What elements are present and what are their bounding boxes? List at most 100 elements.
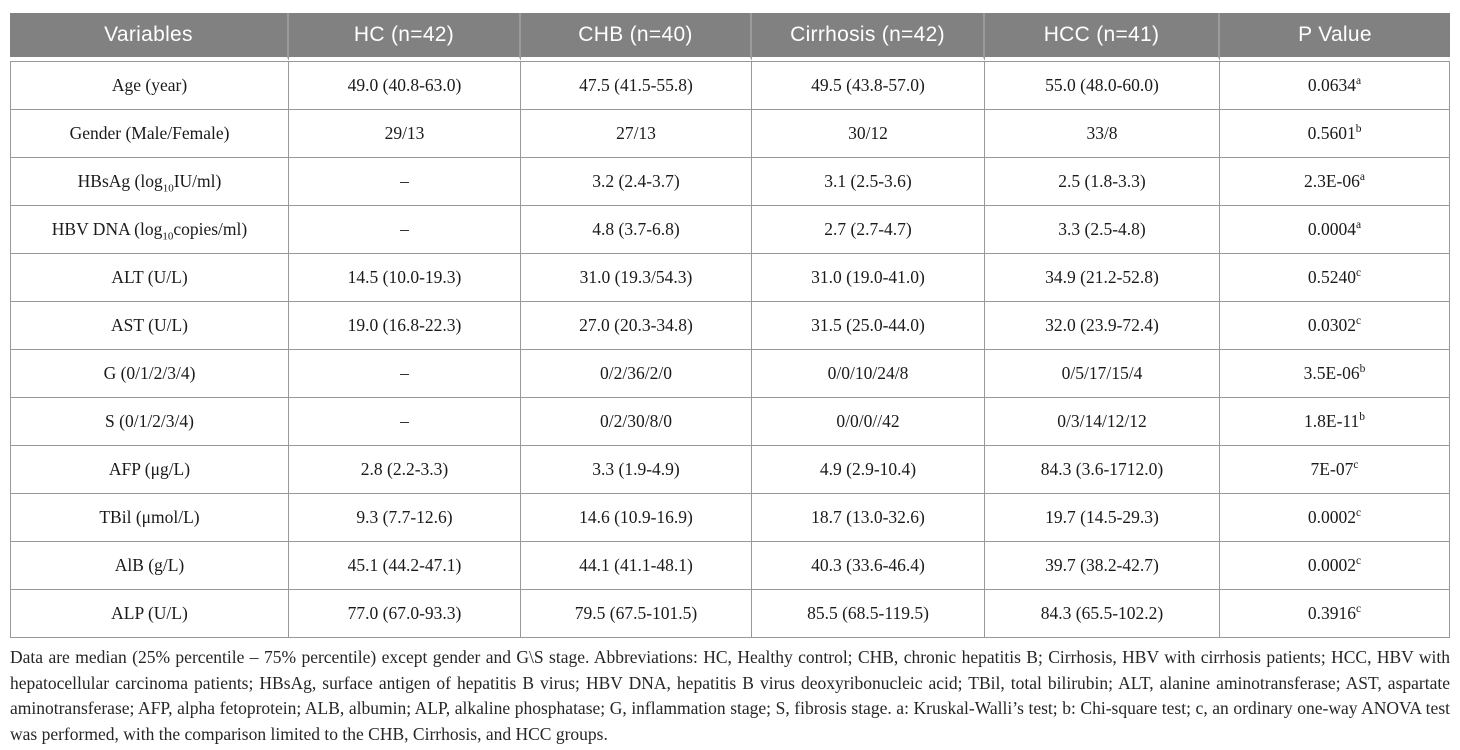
header-cirrhosis-group: Cirrhosis (n=42) <box>752 13 985 61</box>
value-cell: 0/2/36/2/0 <box>521 350 752 398</box>
p-value-cell: 0.3916c <box>1220 590 1450 638</box>
table-row: HBV DNA (log10copies/ml) –4.8 (3.7-6.8) 2.… <box>10 206 1450 254</box>
p-value-superscript: c <box>1356 555 1362 568</box>
value-cell: 19.7 (14.5-29.3) <box>985 494 1220 542</box>
value-cell: 39.7 (38.2-42.7) <box>985 542 1220 590</box>
row-label-cell: AlB (g/L) <box>10 542 289 590</box>
row-label-cell: S (0/1/2/3/4) <box>10 398 289 446</box>
value-cell: 29/13 <box>289 110 521 158</box>
row-label-cell: HBsAg (log10IU/ml) <box>10 158 289 206</box>
row-label-cell: Age (year) <box>10 61 289 110</box>
table-body: Age (year) 49.0 (40.8-63.0) 47.5 (41.5-55.… <box>10 61 1450 638</box>
value-cell: 31.0 (19.0-41.0) <box>752 254 985 302</box>
value-cell: 30/12 <box>752 110 985 158</box>
p-value-cell: 0.0634a <box>1220 61 1450 110</box>
p-value-superscript: c <box>1356 315 1362 328</box>
value-cell: 84.3 (3.6-1712.0) <box>985 446 1220 494</box>
value-cell: 0/5/17/15/4 <box>985 350 1220 398</box>
label-subscript: 10 <box>162 182 174 195</box>
header-variables: Variables <box>10 13 289 61</box>
value-cell: 3.1 (2.5-3.6) <box>752 158 985 206</box>
p-value-superscript: a <box>1359 171 1365 184</box>
table-row: ALP (U/L) 77.0 (67.0-93.3) 79.5 (67.5-101.… <box>10 590 1450 638</box>
value-cell: 3.2 (2.4-3.7) <box>521 158 752 206</box>
value-cell: – <box>289 206 521 254</box>
value-cell: 45.1 (44.2-47.1) <box>289 542 521 590</box>
value-cell: 2.7 (2.7-4.7) <box>752 206 985 254</box>
value-cell: 2.8 (2.2-3.3) <box>289 446 521 494</box>
value-cell: 0/3/14/12/12 <box>985 398 1220 446</box>
value-cell: 4.8 (3.7-6.8) <box>521 206 752 254</box>
p-value-superscript: b <box>1359 411 1365 424</box>
p-value-superscript: c <box>1356 507 1362 520</box>
value-cell: 40.3 (33.6-46.4) <box>752 542 985 590</box>
value-cell: 14.6 (10.9-16.9) <box>521 494 752 542</box>
header-hc-group: HC (n=42) <box>289 13 521 61</box>
row-label-cell: Gender (Male/Female) <box>10 110 289 158</box>
value-cell: 9.3 (7.7-12.6) <box>289 494 521 542</box>
table-row: Age (year) 49.0 (40.8-63.0) 47.5 (41.5-55.… <box>10 61 1450 110</box>
p-value-superscript: c <box>1356 603 1362 616</box>
row-label-cell: ALP (U/L) <box>10 590 289 638</box>
row-label-cell: TBil (μmol/L) <box>10 494 289 542</box>
value-cell: 2.5 (1.8-3.3) <box>985 158 1220 206</box>
value-cell: – <box>289 350 521 398</box>
value-cell: 55.0 (48.0-60.0) <box>985 61 1220 110</box>
row-label-cell: HBV DNA (log10copies/ml) <box>10 206 289 254</box>
p-value-cell: 0.5240c <box>1220 254 1450 302</box>
value-cell: 47.5 (41.5-55.8) <box>521 61 752 110</box>
row-label-cell: AFP (μg/L) <box>10 446 289 494</box>
p-value-superscript: c <box>1356 267 1362 280</box>
value-cell: 14.5 (10.0-19.3) <box>289 254 521 302</box>
header-p-value: P Value <box>1220 13 1450 61</box>
value-cell: 84.3 (65.5-102.2) <box>985 590 1220 638</box>
value-cell: 27.0 (20.3-34.8) <box>521 302 752 350</box>
table-row: HBsAg (log10IU/ml) –3.2 (2.4-3.7) 3.1 (2.5… <box>10 158 1450 206</box>
value-cell: 3.3 (1.9-4.9) <box>521 446 752 494</box>
p-value-superscript: c <box>1353 459 1359 472</box>
value-cell: 18.7 (13.0-32.6) <box>752 494 985 542</box>
value-cell: – <box>289 398 521 446</box>
p-value-cell: 3.5E-06b <box>1220 350 1450 398</box>
p-value-cell: 0.0002c <box>1220 494 1450 542</box>
row-label-cell: AST (U/L) <box>10 302 289 350</box>
value-cell: 3.3 (2.5-4.8) <box>985 206 1220 254</box>
value-cell: 34.9 (21.2-52.8) <box>985 254 1220 302</box>
p-value-cell: 2.3E-06a <box>1220 158 1450 206</box>
p-value-cell: 7E-07c <box>1220 446 1450 494</box>
p-value-cell: 0.0004a <box>1220 206 1450 254</box>
table-row: AST (U/L) 19.0 (16.8-22.3) 27.0 (20.3-34.8… <box>10 302 1450 350</box>
header-row: Variables HC (n=42) CHB (n=40) Cirrhosis… <box>10 13 1450 61</box>
row-label-cell: ALT (U/L) <box>10 254 289 302</box>
value-cell: 4.9 (2.9-10.4) <box>752 446 985 494</box>
table-row: S (0/1/2/3/4) –0/2/30/8/0 0/0/0//42 0/3/14/… <box>10 398 1450 446</box>
p-value-cell: 0.5601b <box>1220 110 1450 158</box>
p-value-cell: 1.8E-11b <box>1220 398 1450 446</box>
header-chb-group: CHB (n=40) <box>521 13 752 61</box>
value-cell: 19.0 (16.8-22.3) <box>289 302 521 350</box>
table-row: AlB (g/L) 45.1 (44.2-47.1) 44.1 (41.1-48.1… <box>10 542 1450 590</box>
value-cell: 27/13 <box>521 110 752 158</box>
label-subscript: 10 <box>162 230 174 243</box>
table-row: TBil (μmol/L) 9.3 (7.7-12.6) 14.6 (10.9-16… <box>10 494 1450 542</box>
table-row: Gender (Male/Female) 29/13 27/13 30/12 33/8 0… <box>10 110 1450 158</box>
header-hcc-group: HCC (n=41) <box>985 13 1220 61</box>
value-cell: 0/0/10/24/8 <box>752 350 985 398</box>
p-value-superscript: b <box>1359 363 1366 376</box>
value-cell: 85.5 (68.5-119.5) <box>752 590 985 638</box>
value-cell: 32.0 (23.9-72.4) <box>985 302 1220 350</box>
table-row: ALT (U/L) 14.5 (10.0-19.3) 31.0 (19.3/54.3… <box>10 254 1450 302</box>
value-cell: 0/2/30/8/0 <box>521 398 752 446</box>
value-cell: 79.5 (67.5-101.5) <box>521 590 752 638</box>
patient-characteristics-table: Variables HC (n=42) CHB (n=40) Cirrhosis… <box>10 13 1450 638</box>
p-value-superscript: a <box>1356 219 1362 232</box>
table-header: Variables HC (n=42) CHB (n=40) Cirrhosis… <box>10 13 1450 61</box>
p-value-cell: 0.0002c <box>1220 542 1450 590</box>
value-cell: 77.0 (67.0-93.3) <box>289 590 521 638</box>
value-cell: 33/8 <box>985 110 1220 158</box>
p-value-superscript: b <box>1355 123 1362 136</box>
value-cell: – <box>289 158 521 206</box>
value-cell: 0/0/0//42 <box>752 398 985 446</box>
value-cell: 31.5 (25.0-44.0) <box>752 302 985 350</box>
